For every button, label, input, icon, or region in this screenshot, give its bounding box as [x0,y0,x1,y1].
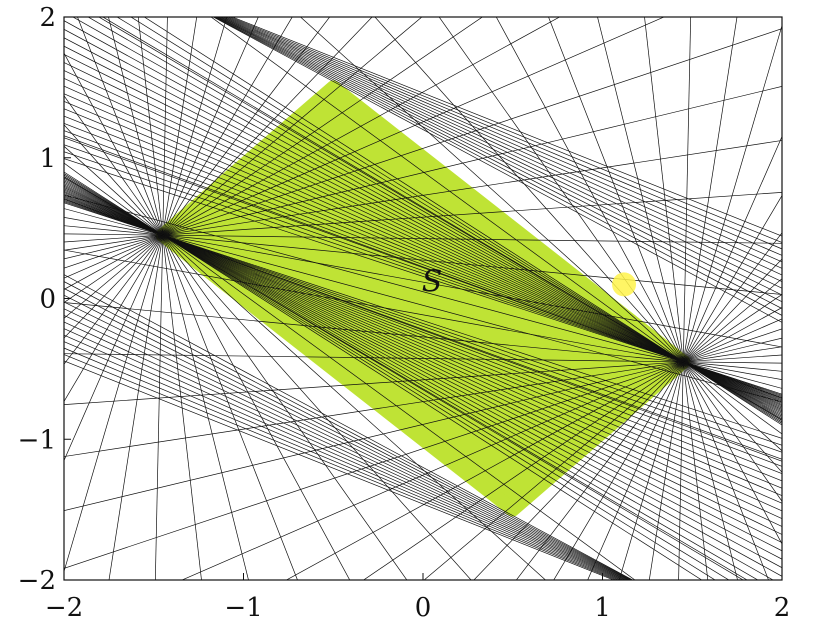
upper-bundle-line [218,17,782,282]
lower-bundle-line [64,281,633,580]
upper-bundle-line [213,17,782,316]
x-tick-label: −1 [224,593,262,623]
x-tick-label: 1 [594,593,611,623]
lower-bundle-line [64,341,621,580]
y-tick-label: −2 [18,566,56,596]
x-tick-label: 2 [774,593,791,623]
lower-bundle-line [64,274,634,580]
x-axis-ticks: −2 −1 0 1 2 [45,573,790,623]
upper-bundle-line [215,17,782,303]
upper-bundle-line [231,17,782,237]
lower-bundle-line [64,301,630,580]
upper-bundle-line [214,17,782,309]
upper-bundle-line [217,17,782,289]
upper-bundle-line [223,17,782,263]
upper-bundle-line [212,17,782,323]
cursor-highlight [612,272,637,297]
upper-bundle-line [227,17,782,250]
upper-bundle-line [225,17,782,256]
y-tick-label: 2 [39,3,56,33]
upper-bundle-line [220,17,782,276]
lower-bundle-line [64,354,617,580]
lower-bundle-line [64,328,625,580]
lower-bundle-line [64,347,619,580]
lower-bundle-line [64,321,626,580]
region-label: S [422,264,443,299]
lower-bundle-line [64,315,628,580]
y-tick-label: 0 [39,285,56,315]
upper-bundle-line [216,17,782,296]
y-axis-ticks: −2 −1 0 1 2 [18,3,71,596]
pencil-line-2 [678,17,692,580]
y-tick-label: 1 [39,144,56,174]
upper-bundle-line [229,17,782,243]
lower-bundle-line [64,294,631,580]
lower-bundle-line [64,360,615,580]
y-tick-label: −1 [18,425,56,455]
lower-bundle-line [64,308,629,580]
lower-bundle-line [64,288,632,580]
lower-bundle-line [64,334,623,580]
x-tick-label: −2 [45,593,83,623]
x-tick-label: 0 [415,593,432,623]
upper-bundle-line [221,17,782,269]
